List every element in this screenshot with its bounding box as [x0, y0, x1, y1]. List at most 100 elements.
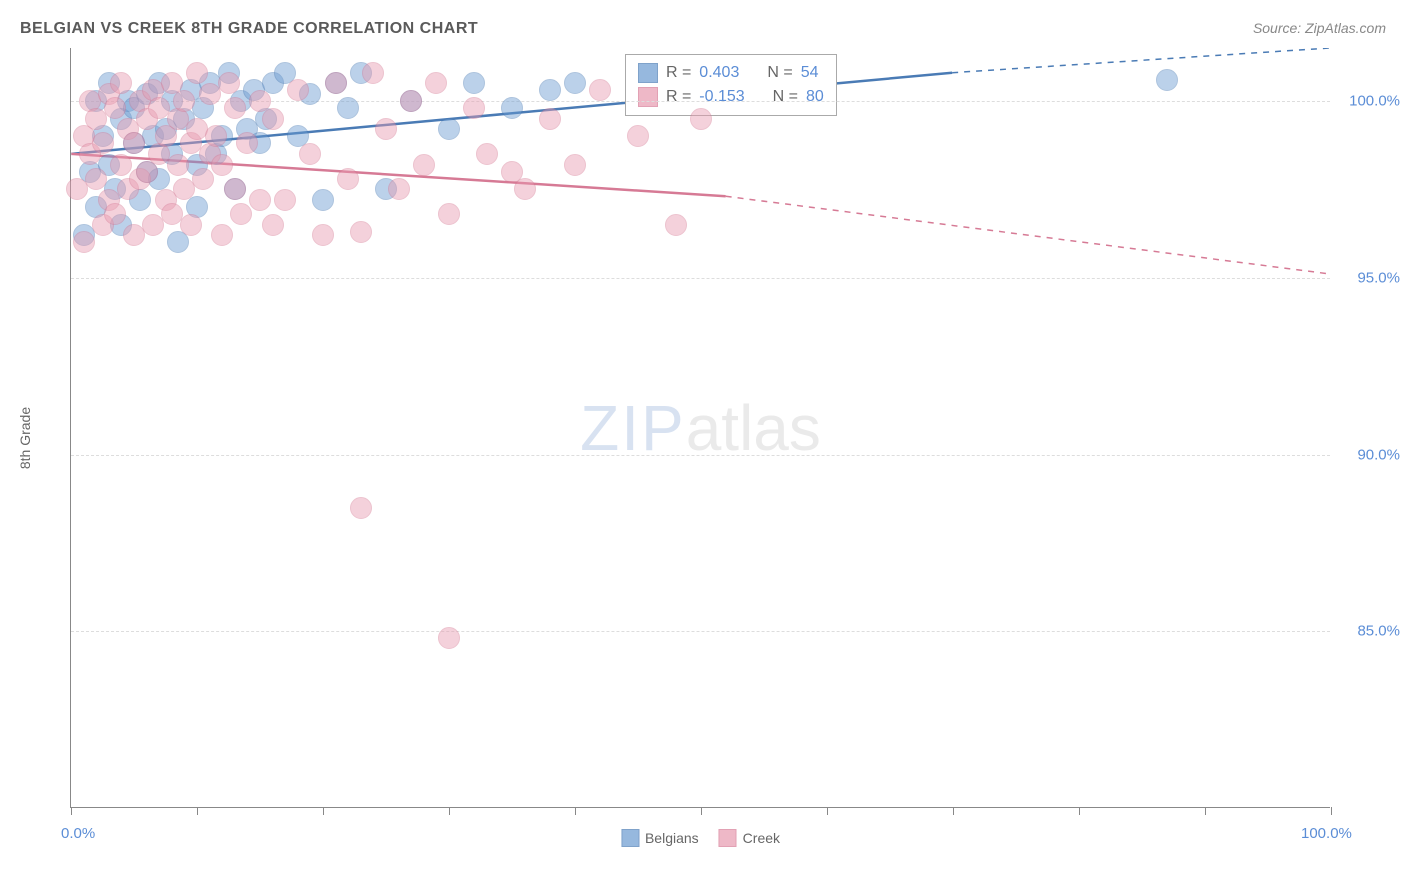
scatter-point	[274, 189, 296, 211]
xtick	[953, 807, 954, 815]
scatter-point	[514, 178, 536, 200]
legend-item: Belgians	[621, 829, 699, 847]
legend-item: Creek	[719, 829, 780, 847]
stats-row: R = 0.403 N = 54	[638, 61, 824, 85]
xtick-label: 0.0%	[61, 825, 95, 842]
scatter-point	[167, 154, 189, 176]
scatter-point	[400, 90, 422, 112]
xtick	[71, 807, 72, 815]
scatter-point	[589, 79, 611, 101]
plot-region: ZIPatlas R = 0.403 N = 54 R = -0.153 N = 80…	[70, 48, 1330, 808]
gridline-h	[71, 455, 1330, 456]
scatter-point	[438, 118, 460, 140]
scatter-point	[665, 214, 687, 236]
xtick	[197, 807, 198, 815]
scatter-point	[425, 72, 447, 94]
scatter-point	[211, 154, 233, 176]
xtick	[449, 807, 450, 815]
scatter-point	[73, 231, 95, 253]
source-label: Source: ZipAtlas.com	[1253, 20, 1386, 36]
series-swatch	[638, 87, 658, 107]
gridline-h	[71, 631, 1330, 632]
scatter-point	[249, 189, 271, 211]
scatter-point	[312, 189, 334, 211]
scatter-point	[92, 132, 114, 154]
watermark-zip: ZIP	[580, 392, 686, 464]
r-label: R =	[666, 88, 691, 106]
legend-label: Creek	[743, 830, 780, 846]
scatter-point	[476, 143, 498, 165]
scatter-point	[413, 154, 435, 176]
n-label: N =	[773, 88, 798, 106]
scatter-point	[299, 143, 321, 165]
scatter-point	[463, 72, 485, 94]
scatter-point	[218, 72, 240, 94]
watermark: ZIPatlas	[580, 391, 821, 465]
scatter-point	[438, 627, 460, 649]
r-value: 0.403	[699, 64, 739, 82]
scatter-point	[564, 154, 586, 176]
xtick	[827, 807, 828, 815]
series-swatch	[638, 63, 658, 83]
n-value: 54	[801, 64, 819, 82]
stats-row: R = -0.153 N = 80	[638, 85, 824, 109]
scatter-point	[123, 132, 145, 154]
ytick-label: 85.0%	[1357, 623, 1400, 640]
scatter-point	[180, 214, 202, 236]
xtick-label: 100.0%	[1301, 825, 1352, 842]
gridline-h	[71, 278, 1330, 279]
scatter-point	[375, 118, 397, 140]
xtick	[1331, 807, 1332, 815]
scatter-point	[337, 97, 359, 119]
scatter-point	[564, 72, 586, 94]
scatter-point	[85, 168, 107, 190]
scatter-point	[230, 203, 252, 225]
xtick	[1079, 807, 1080, 815]
scatter-point	[262, 108, 284, 130]
scatter-point	[262, 214, 284, 236]
stats-box: R = 0.403 N = 54 R = -0.153 N = 80	[625, 54, 837, 116]
xtick	[1205, 807, 1206, 815]
scatter-point	[362, 62, 384, 84]
scatter-point	[205, 125, 227, 147]
xtick	[575, 807, 576, 815]
scatter-point	[337, 168, 359, 190]
chart-title: BELGIAN VS CREEK 8TH GRADE CORRELATION C…	[20, 20, 478, 38]
scatter-point	[350, 497, 372, 519]
xtick	[323, 807, 324, 815]
scatter-point	[192, 168, 214, 190]
r-label: R =	[666, 64, 691, 82]
scatter-point	[690, 108, 712, 130]
scatter-point	[110, 154, 132, 176]
scatter-point	[104, 203, 126, 225]
scatter-point	[173, 90, 195, 112]
r-value: -0.153	[699, 88, 744, 106]
n-label: N =	[767, 64, 792, 82]
n-value: 80	[806, 88, 824, 106]
legend-label: Belgians	[645, 830, 699, 846]
chart-area: 8th Grade ZIPatlas R = 0.403N = 54R = -0…	[50, 48, 1390, 828]
scatter-point	[539, 108, 561, 130]
ytick-label: 90.0%	[1357, 446, 1400, 463]
scatter-point	[211, 224, 233, 246]
chart-container: BELGIAN VS CREEK 8TH GRADE CORRELATION C…	[0, 0, 1406, 892]
ytick-label: 100.0%	[1349, 93, 1400, 110]
watermark-atlas: atlas	[686, 392, 821, 464]
scatter-point	[627, 125, 649, 147]
legend-swatch	[719, 829, 737, 847]
legend-swatch	[621, 829, 639, 847]
y-axis-label: 8th Grade	[17, 407, 33, 469]
ytick-label: 95.0%	[1357, 269, 1400, 286]
scatter-point	[110, 72, 132, 94]
scatter-point	[186, 62, 208, 84]
scatter-point	[539, 79, 561, 101]
scatter-point	[287, 79, 309, 101]
scatter-point	[350, 221, 372, 243]
trend-lines	[71, 48, 1330, 807]
scatter-point	[236, 132, 258, 154]
scatter-point	[224, 178, 246, 200]
scatter-point	[104, 97, 126, 119]
scatter-point	[438, 203, 460, 225]
scatter-point	[463, 97, 485, 119]
scatter-point	[325, 72, 347, 94]
